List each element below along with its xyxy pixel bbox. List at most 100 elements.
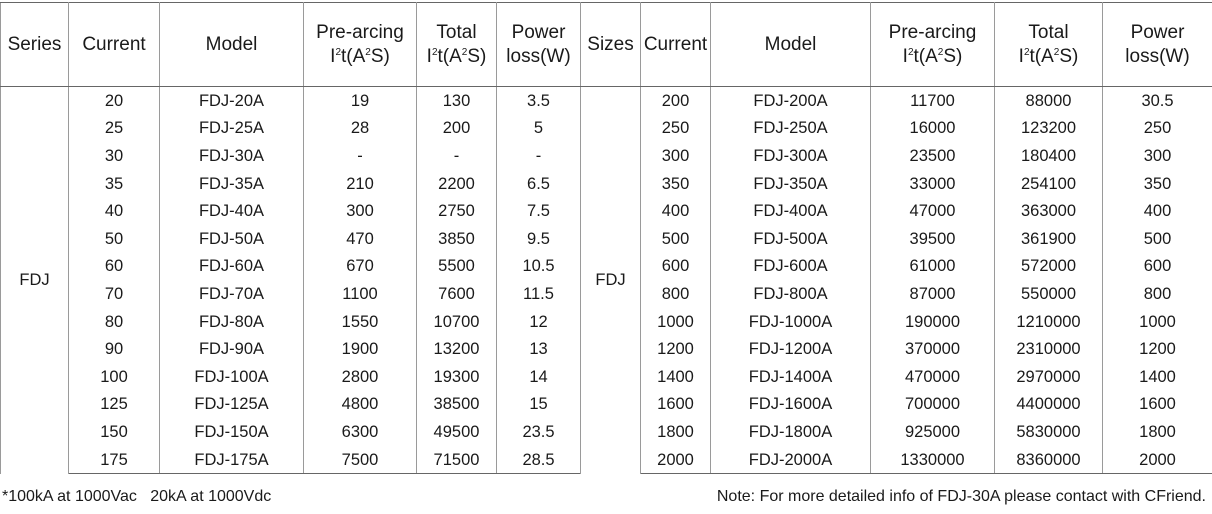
current-cell: 1800: [640, 418, 711, 446]
total-cell: 5500: [416, 252, 497, 281]
prearcing-cell: 11700: [870, 86, 995, 115]
prearcing-cell: 39500: [870, 224, 995, 253]
prearcing-cell: 925000: [870, 418, 995, 446]
total-cell: 2200: [416, 169, 497, 198]
total-cell: 572000: [994, 252, 1103, 281]
power-loss-cell: 1400: [1102, 362, 1212, 391]
table-row: 70 FDJ-70A 1100 7600 11.5 800 FDJ-800A 8…: [1, 280, 1212, 308]
current-cell: 60: [68, 252, 160, 281]
power-loss-cell: 1000: [1102, 307, 1212, 336]
header-total-right: Total I2t(A2S): [994, 2, 1103, 87]
table-row: 50 FDJ-50A 470 3850 9.5 500 FDJ-500A 395…: [1, 224, 1212, 253]
prearcing-cell: 470: [303, 224, 417, 253]
prearcing-cell: 190000: [870, 307, 995, 336]
prearcing-cell: 4800: [303, 390, 417, 419]
prearcing-cell: -: [303, 142, 417, 170]
current-cell: 600: [640, 252, 711, 281]
table-row: 35 FDJ-35A 210 2200 6.5 350 FDJ-350A 330…: [1, 169, 1212, 198]
prearcing-cell: 87000: [870, 280, 995, 308]
power-loss-cell: 23.5: [496, 418, 581, 446]
current-cell: 70: [68, 280, 160, 308]
power-loss-cell: 10.5: [496, 252, 581, 281]
prearcing-cell: 1100: [303, 280, 417, 308]
power-loss-cell: 12: [496, 307, 581, 336]
current-cell: 30: [68, 142, 160, 170]
total-cell: 3850: [416, 224, 497, 253]
current-cell: 150: [68, 418, 160, 446]
power-loss-cell: 1600: [1102, 390, 1212, 419]
total-cell: 180400: [994, 142, 1103, 170]
header-current: Current: [68, 2, 160, 87]
power-loss-cell: 1200: [1102, 335, 1212, 363]
current-cell: 1400: [640, 362, 711, 391]
header-power-loss-right: Power loss(W): [1102, 2, 1212, 87]
model-cell: FDJ-125A: [159, 390, 304, 419]
total-cell: 8360000: [994, 445, 1103, 475]
current-cell: 250: [640, 114, 711, 143]
total-cell: 2750: [416, 197, 497, 225]
power-loss-cell: -: [496, 142, 581, 170]
prearcing-cell: 61000: [870, 252, 995, 281]
prearcing-cell: 16000: [870, 114, 995, 143]
model-cell: FDJ-50A: [159, 224, 304, 253]
model-cell: FDJ-2000A: [710, 445, 871, 475]
power-loss-cell: 30.5: [1102, 86, 1212, 115]
model-cell: FDJ-1600A: [710, 390, 871, 419]
header-row: Series Current Model Pre-arcing I2t(A2S)…: [0, 2, 1212, 87]
model-cell: FDJ-40A: [159, 197, 304, 225]
prearcing-cell: 670: [303, 252, 417, 281]
current-cell: 2000: [640, 445, 711, 475]
header-current-right: Current: [640, 2, 711, 87]
rating-footnote: *100kA at 1000Vac 20kA at 1000Vdc: [2, 488, 272, 505]
current-cell: 1600: [640, 390, 711, 419]
prearcing-cell: 370000: [870, 335, 995, 363]
total-cell: 10700: [416, 307, 497, 336]
current-cell: 500: [640, 224, 711, 253]
power-loss-cell: 400: [1102, 197, 1212, 225]
model-cell: FDJ-80A: [159, 307, 304, 336]
current-cell: 125: [68, 390, 160, 419]
prearcing-cell: 1330000: [870, 445, 995, 475]
table-row: 40 FDJ-40A 300 2750 7.5 400 FDJ-400A 470…: [1, 197, 1212, 225]
power-loss-cell: 350: [1102, 169, 1212, 198]
header-prearcing: Pre-arcing I2t(A2S): [303, 2, 417, 87]
model-cell: FDJ-1000A: [710, 307, 871, 336]
total-cell: 7600: [416, 280, 497, 308]
current-cell: 1000: [640, 307, 711, 336]
table-row: 100 FDJ-100A 2800 19300 14 1400 FDJ-1400…: [1, 362, 1212, 391]
model-cell: FDJ-1200A: [710, 335, 871, 363]
power-loss-cell: 13: [496, 335, 581, 363]
total-cell: 38500: [416, 390, 497, 419]
header-sizes: Sizes: [580, 2, 641, 87]
prearcing-cell: 47000: [870, 197, 995, 225]
header-total: Total I2t(A2S): [416, 2, 497, 87]
contact-note: Note: For more detailed info of FDJ-30A …: [716, 488, 1206, 505]
model-cell: FDJ-1800A: [710, 418, 871, 446]
table-footer: *100kA at 1000Vac 20kA at 1000Vdc Note: …: [0, 486, 1212, 508]
model-cell: FDJ-300A: [710, 142, 871, 170]
table-row: 30 FDJ-30A - - - 300 FDJ-300A 23500 1804…: [1, 142, 1212, 170]
model-cell: FDJ-500A: [710, 224, 871, 253]
total-cell: 19300: [416, 362, 497, 391]
total-cell: 4400000: [994, 390, 1103, 419]
total-cell: 71500: [416, 445, 497, 475]
prearcing-cell: 19: [303, 86, 417, 115]
total-cell: 254100: [994, 169, 1103, 198]
power-loss-cell: 14: [496, 362, 581, 391]
prearcing-cell: 210: [303, 169, 417, 198]
prearcing-cell: 6300: [303, 418, 417, 446]
model-cell: FDJ-350A: [710, 169, 871, 198]
current-cell: 1200: [640, 335, 711, 363]
model-cell: FDJ-1400A: [710, 362, 871, 391]
model-cell: FDJ-200A: [710, 86, 871, 115]
power-loss-cell: 11.5: [496, 280, 581, 308]
prearcing-cell: 7500: [303, 445, 417, 475]
total-cell: -: [416, 142, 497, 170]
model-cell: FDJ-800A: [710, 280, 871, 308]
model-cell: FDJ-70A: [159, 280, 304, 308]
total-cell: 123200: [994, 114, 1103, 143]
header-model: Model: [159, 2, 304, 87]
total-cell: 130: [416, 86, 497, 115]
model-cell: FDJ-400A: [710, 197, 871, 225]
total-cell: 1210000: [994, 307, 1103, 336]
